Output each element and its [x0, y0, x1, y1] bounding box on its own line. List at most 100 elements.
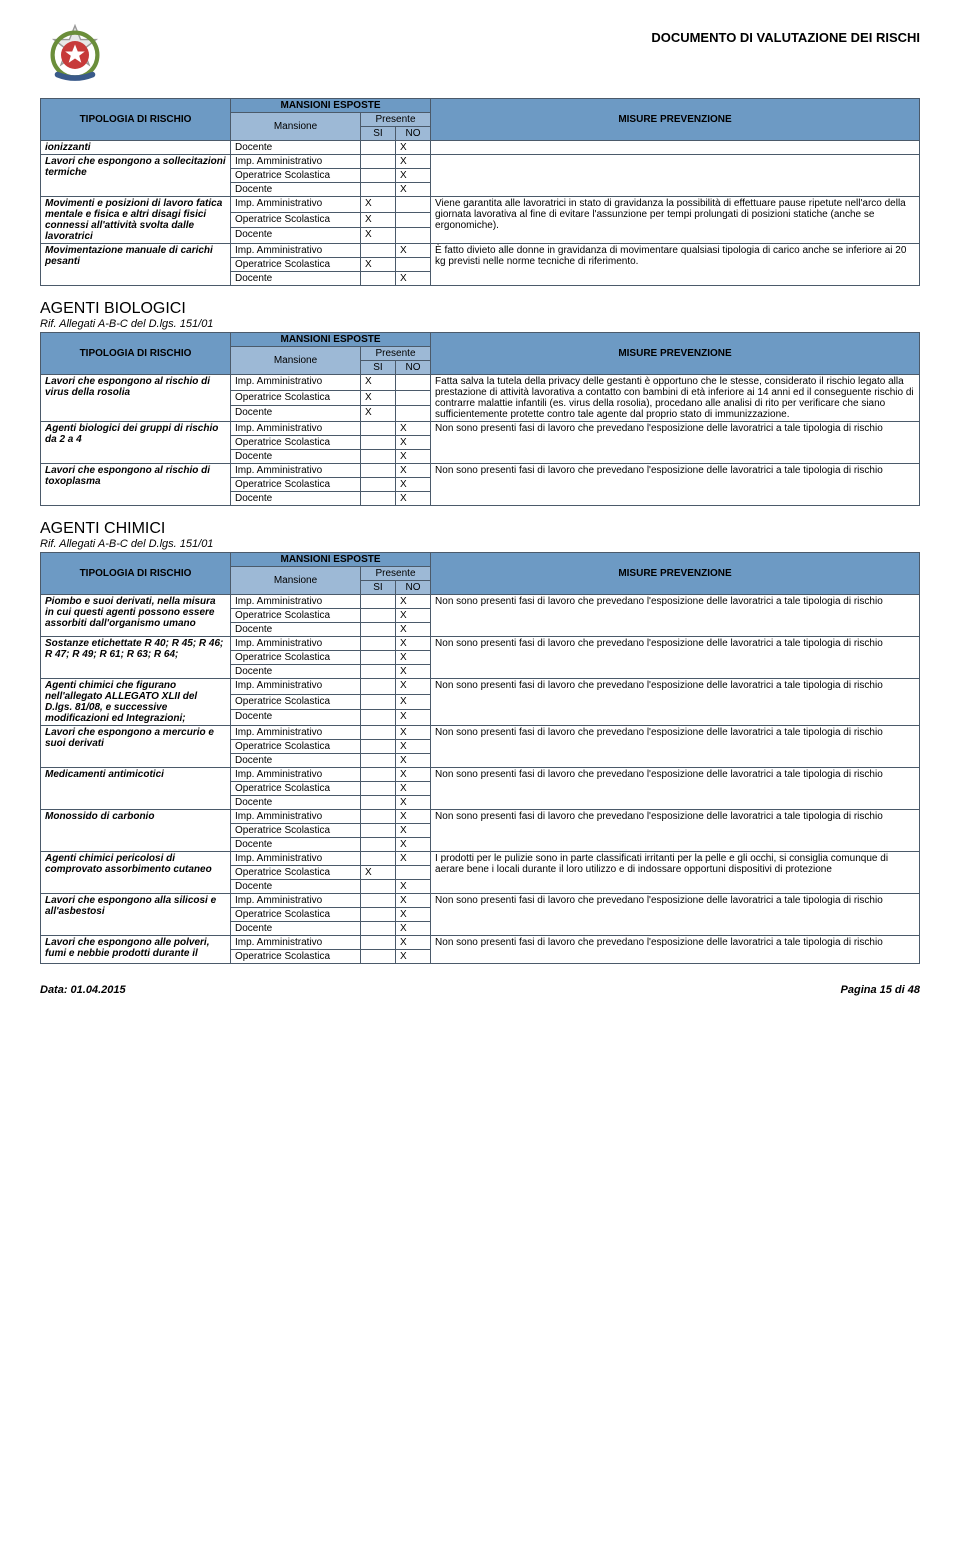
no-cell: X: [396, 679, 431, 695]
mansione-cell: Docente: [231, 880, 361, 894]
no-cell: X: [396, 623, 431, 637]
si-cell: X: [361, 375, 396, 391]
th-presente: Presente: [361, 347, 431, 361]
no-cell: X: [396, 852, 431, 866]
si-cell: [361, 950, 396, 964]
tipologia-cell: Agenti chimici che figurano nell'allegat…: [41, 679, 231, 726]
mansione-cell: Docente: [231, 754, 361, 768]
si-cell: [361, 492, 396, 506]
si-cell: [361, 782, 396, 796]
mansione-cell: Imp. Amministrativo: [231, 375, 361, 391]
no-cell: X: [396, 908, 431, 922]
mansione-cell: Docente: [231, 141, 361, 155]
no-cell: X: [396, 450, 431, 464]
mansione-cell: Docente: [231, 665, 361, 679]
tipologia-cell: Sostanze etichettate R 40; R 45; R 46; R…: [41, 637, 231, 679]
table-row: Movimenti e posizioni di lavoro fatica m…: [41, 197, 920, 213]
th-tipologia: TIPOLOGIA DI RISCHIO: [41, 333, 231, 375]
si-cell: [361, 422, 396, 436]
tipologia-cell: Agenti chimici pericolosi di comprovato …: [41, 852, 231, 894]
tipologia-cell: Movimentazione manuale di carichi pesant…: [41, 244, 231, 286]
no-cell: X: [396, 726, 431, 740]
no-cell: [396, 406, 431, 422]
si-cell: [361, 852, 396, 866]
th-tipologia: TIPOLOGIA DI RISCHIO: [41, 553, 231, 595]
si-cell: [361, 478, 396, 492]
risk-table-1: TIPOLOGIA DI RISCHIO MANSIONI ESPOSTE MI…: [40, 98, 920, 286]
mansione-cell: Operatrice Scolastica: [231, 212, 361, 228]
no-cell: X: [396, 754, 431, 768]
mansione-cell: Operatrice Scolastica: [231, 651, 361, 665]
tipologia-cell: ionizzanti: [41, 141, 231, 155]
no-cell: X: [396, 478, 431, 492]
mansione-cell: Operatrice Scolastica: [231, 824, 361, 838]
si-cell: X: [361, 390, 396, 406]
no-cell: X: [396, 272, 431, 286]
mansione-cell: Docente: [231, 406, 361, 422]
misura-cell: Non sono presenti fasi di lavoro che pre…: [431, 637, 920, 679]
no-cell: X: [396, 782, 431, 796]
section-subtitle-bio: Rif. Allegati A-B-C del D.lgs. 151/01: [40, 318, 920, 330]
tipologia-cell: Lavori che espongono alla silicosi e all…: [41, 894, 231, 936]
mansione-cell: Docente: [231, 272, 361, 286]
misura-cell: Non sono presenti fasi di lavoro che pre…: [431, 894, 920, 936]
no-cell: X: [396, 922, 431, 936]
no-cell: X: [396, 464, 431, 478]
no-cell: [396, 390, 431, 406]
table-row: Agenti biologici dei gruppi di rischio d…: [41, 422, 920, 436]
mansione-cell: Imp. Amministrativo: [231, 810, 361, 824]
mansione-cell: Docente: [231, 922, 361, 936]
mansione-cell: Docente: [231, 228, 361, 244]
footer-date: Data: 01.04.2015: [40, 984, 126, 996]
table-row: Lavori che espongono al rischio di toxop…: [41, 464, 920, 478]
page-header: DOCUMENTO DI VALUTAZIONE DEI RISCHI: [40, 20, 920, 90]
no-cell: X: [396, 422, 431, 436]
mansione-cell: Operatrice Scolastica: [231, 908, 361, 922]
misura-cell: Non sono presenti fasi di lavoro che pre…: [431, 422, 920, 464]
si-cell: [361, 595, 396, 609]
mansione-cell: Imp. Amministrativo: [231, 197, 361, 213]
mansione-cell: Imp. Amministrativo: [231, 852, 361, 866]
si-cell: [361, 155, 396, 169]
mansione-cell: Operatrice Scolastica: [231, 740, 361, 754]
no-cell: [396, 212, 431, 228]
no-cell: [396, 197, 431, 213]
si-cell: X: [361, 258, 396, 272]
si-cell: [361, 740, 396, 754]
si-cell: [361, 838, 396, 852]
no-cell: X: [396, 609, 431, 623]
table-row: Monossido di carbonioImp. Amministrativo…: [41, 810, 920, 824]
page-footer: Data: 01.04.2015 Pagina 15 di 48: [40, 984, 920, 996]
misura-cell: Non sono presenti fasi di lavoro che pre…: [431, 936, 920, 964]
mansione-cell: Operatrice Scolastica: [231, 609, 361, 623]
si-cell: [361, 169, 396, 183]
no-cell: [396, 258, 431, 272]
table-row: Agenti chimici che figurano nell'allegat…: [41, 679, 920, 695]
table-row: Piombo e suoi derivati, nella misura in …: [41, 595, 920, 609]
si-cell: X: [361, 212, 396, 228]
tipologia-cell: Lavori che espongono al rischio di toxop…: [41, 464, 231, 506]
no-cell: X: [396, 169, 431, 183]
no-cell: X: [396, 244, 431, 258]
misura-cell: Fatta salva la tutela della privacy dell…: [431, 375, 920, 422]
misura-cell: Non sono presenti fasi di lavoro che pre…: [431, 726, 920, 768]
th-mansione: Mansione: [231, 113, 361, 141]
mansione-cell: Operatrice Scolastica: [231, 478, 361, 492]
table-row: Agenti chimici pericolosi di comprovato …: [41, 852, 920, 866]
si-cell: [361, 936, 396, 950]
th-tipologia: TIPOLOGIA DI RISCHIO: [41, 99, 231, 141]
si-cell: X: [361, 228, 396, 244]
mansione-cell: Operatrice Scolastica: [231, 258, 361, 272]
mansione-cell: Docente: [231, 492, 361, 506]
misura-cell: [431, 141, 920, 155]
no-cell: [396, 375, 431, 391]
si-cell: [361, 754, 396, 768]
si-cell: X: [361, 866, 396, 880]
si-cell: [361, 464, 396, 478]
si-cell: [361, 623, 396, 637]
mansione-cell: Imp. Amministrativo: [231, 422, 361, 436]
no-cell: X: [396, 141, 431, 155]
si-cell: [361, 609, 396, 623]
th-no: NO: [396, 127, 431, 141]
no-cell: X: [396, 665, 431, 679]
